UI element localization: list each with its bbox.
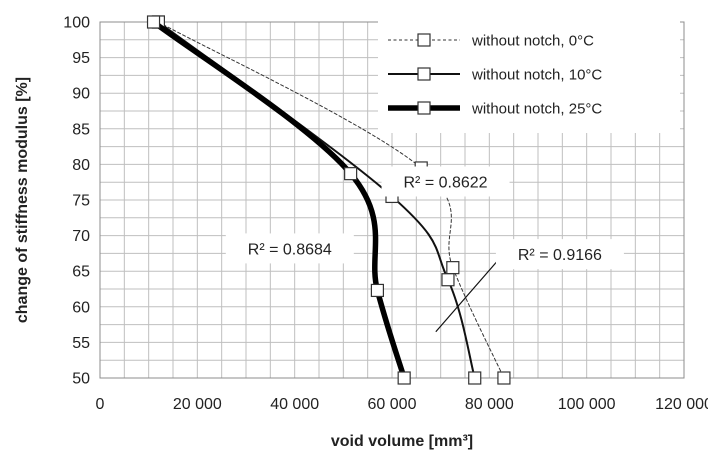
data-point-marker (344, 167, 358, 181)
r-squared-text: R² = 0.8622 (404, 174, 488, 191)
x-tick-label: 40 000 (270, 396, 319, 413)
y-tick-label: 70 (72, 228, 90, 245)
y-axis-title: change of stiffness modulus [%] (14, 77, 31, 323)
data-point-marker (468, 371, 482, 385)
data-point-marker (397, 371, 411, 385)
legend: without notch, 0°C without notch, 10°C wit… (378, 11, 680, 133)
x-tick-label: 120 000 (655, 396, 708, 413)
legend-marker-swatch (417, 101, 431, 115)
data-point-marker (146, 15, 161, 29)
data-point-marker (497, 371, 511, 385)
data-point-marker (446, 261, 460, 275)
data-point-marker (441, 273, 455, 287)
data-point-marker (370, 283, 384, 298)
series-3 (146, 15, 411, 385)
r-squared-label: R² = 0.8622 (381, 166, 510, 197)
legend-label: without notch, 25°C (471, 101, 602, 118)
r-squared-label-box (225, 233, 354, 264)
y-tick-label: 50 (72, 371, 90, 388)
legend-entry: without notch, 25°C (388, 101, 602, 118)
x-tick-label: 100 000 (558, 396, 616, 413)
x-tick-label: 60 000 (368, 396, 417, 413)
r-squared-leader-line (435, 257, 501, 333)
legend-label: without notch, 0°C (471, 33, 594, 50)
x-tick-label: 0 (96, 396, 105, 413)
x-tick-label: 20 000 (173, 396, 222, 413)
legend-marker-swatch (417, 33, 431, 47)
y-tick-label: 90 (72, 86, 90, 103)
x-axis-ticks: 0 20 000 40 000 60 000 80 000 100 000 120 000 (96, 396, 708, 413)
y-tick-label: 65 (72, 264, 90, 281)
r-squared-text: R² = 0.8684 (248, 241, 332, 258)
y-tick-label: 100 (63, 15, 90, 32)
r-squared-text: R² = 0.9166 (518, 247, 602, 264)
legend-entry: without notch, 0°C (388, 33, 594, 50)
r-squared-label-box (495, 239, 624, 270)
r-squared-annotations: R² = 0.8622 R² = 0.8684 R² = 0.9166 (225, 166, 624, 333)
series-line (157, 21, 505, 379)
x-axis-title: void volume [mm³] (331, 433, 473, 450)
y-axis-ticks: 50 55 60 65 70 75 80 85 90 95 100 (63, 15, 90, 388)
legend-entry: without notch, 10°C (388, 67, 602, 84)
r-squared-label: R² = 0.8684 (225, 233, 354, 264)
r-squared-label: R² = 0.9166 (435, 239, 624, 333)
y-tick-label: 75 (72, 193, 90, 210)
y-tick-label: 85 (72, 121, 90, 138)
legend-marker-swatch (417, 67, 431, 81)
y-tick-label: 55 (72, 335, 90, 352)
y-tick-label: 60 (72, 299, 90, 316)
y-tick-label: 80 (72, 157, 90, 174)
series-line (150, 19, 407, 381)
x-tick-label: 80 000 (465, 396, 514, 413)
legend-label: without notch, 10°C (471, 67, 602, 84)
r-squared-label-box (381, 166, 510, 197)
y-tick-label: 95 (72, 50, 90, 67)
